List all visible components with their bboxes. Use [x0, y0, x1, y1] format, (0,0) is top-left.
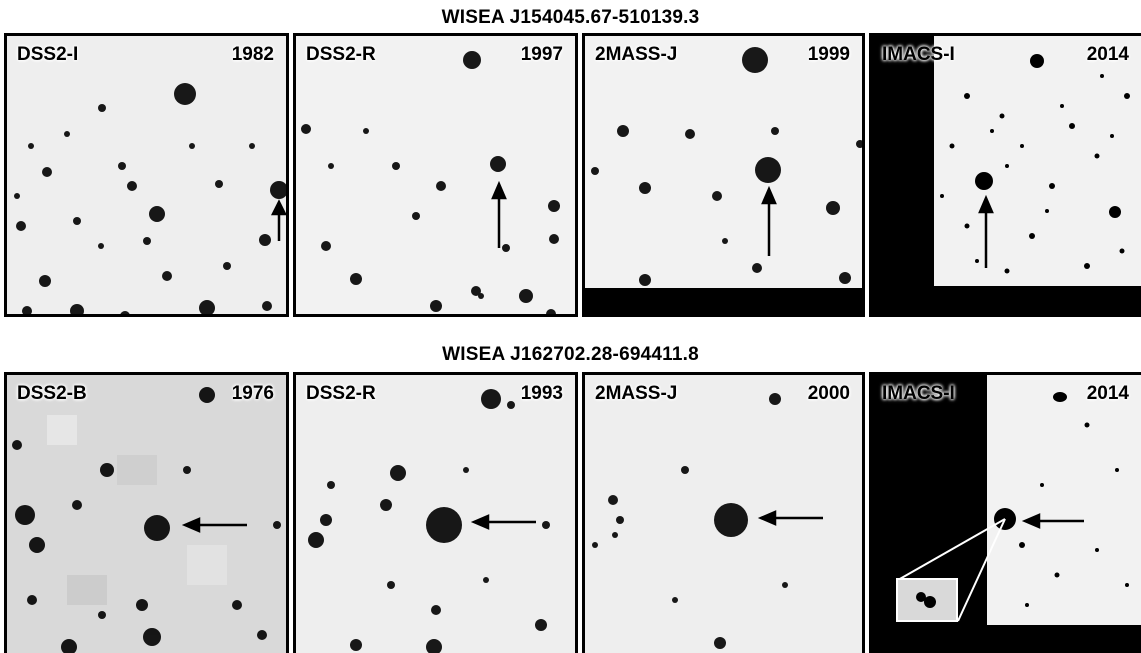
arrow-icon [1021, 513, 1084, 529]
star-field-image [7, 375, 286, 653]
panel-row1-dss2-r: DSS2-R 1997 [293, 33, 578, 317]
panel-row1-2mass-j: 2MASS-J 1999 [582, 33, 865, 317]
arrow-icon [491, 180, 507, 248]
arrow-icon [757, 510, 823, 526]
arrow-icon [181, 517, 247, 533]
year-label: 1976 [231, 383, 274, 404]
year-label: 1999 [807, 44, 850, 65]
star-field-image [296, 375, 575, 653]
survey-label: DSS2-B [17, 383, 87, 404]
year-label: 1997 [520, 44, 563, 65]
row-1-title: WISEA J154045.67-510139.3 [441, 7, 700, 28]
year-label: 2014 [1086, 44, 1129, 65]
panel-row2-imacs-i: IMACS-I 2014 [869, 372, 1141, 653]
arrow-icon [270, 199, 286, 241]
year-label: 1993 [520, 383, 563, 404]
star-field-image [296, 36, 575, 314]
panel-row1-imacs-i: IMACS-I 2014 [869, 33, 1141, 317]
star-field-image [7, 36, 286, 314]
survey-label: DSS2-R [306, 383, 376, 404]
panel-row2-dss2-b: DSS2-B 1976 [4, 372, 289, 653]
zoom-inset [897, 518, 1006, 622]
survey-label: 2MASS-J [595, 44, 678, 65]
year-label: 2014 [1086, 383, 1129, 404]
survey-label: IMACS-I [882, 44, 955, 65]
arrow-icon [978, 194, 994, 268]
panel-row1-dss2-i: DSS2-I 1982 [4, 33, 289, 317]
survey-label: 2MASS-J [595, 383, 678, 404]
year-label: 2000 [807, 383, 850, 404]
arrow-icon [761, 185, 777, 256]
row-2-title: WISEA J162702.28-694411.8 [442, 344, 699, 365]
survey-label: DSS2-R [306, 44, 376, 65]
panel-row2-2mass-j: 2MASS-J 2000 [582, 372, 865, 653]
panel-row2-dss2-r: DSS2-R 1993 [293, 372, 578, 653]
star-field-image [585, 375, 862, 653]
year-label: 1982 [231, 44, 274, 65]
star-field-image [872, 36, 1141, 314]
star-field-image [585, 36, 862, 314]
arrow-icon [470, 514, 536, 530]
survey-label: IMACS-I [882, 383, 955, 404]
survey-label: DSS2-I [17, 44, 79, 65]
star-field-image [872, 375, 1141, 653]
